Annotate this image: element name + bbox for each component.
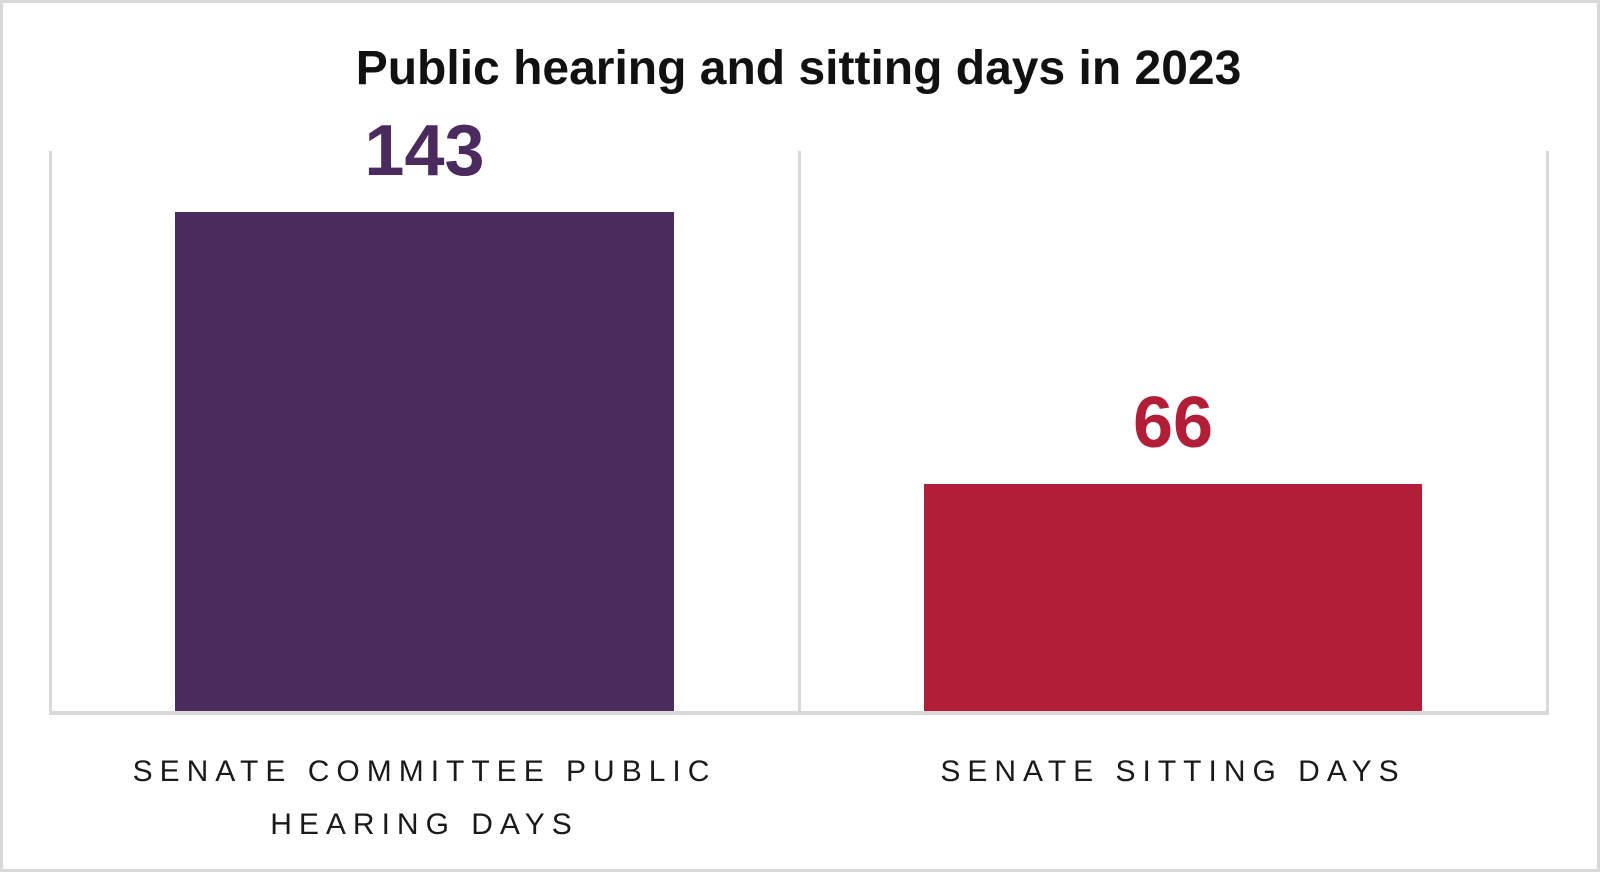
- category-label-hearing-days-line2: HEARING DAYS: [270, 808, 579, 841]
- chart-title: Public hearing and sitting days in 2023: [355, 42, 1242, 95]
- data-label-sitting-days: 66: [1132, 383, 1214, 463]
- category-label-hearing-days-line1: SENATE COMMITTEE PUBLIC: [132, 755, 717, 788]
- data-label-hearing-days: 143: [364, 111, 485, 191]
- category-label-sitting-days: SENATE SITTING DAYS: [799, 745, 1547, 798]
- bar-senate-sitting-days: [924, 484, 1422, 711]
- bar-senate-committee-public-hearing-days: [175, 212, 674, 711]
- category-label-sitting-days-line1: SENATE SITTING DAYS: [940, 755, 1406, 788]
- gridline-left: [49, 151, 52, 714]
- x-axis-baseline: [49, 711, 1549, 715]
- gridline-right: [1546, 151, 1549, 714]
- category-label-hearing-days: SENATE COMMITTEE PUBLIC HEARING DAYS: [50, 745, 799, 851]
- gridline-middle: [798, 151, 801, 714]
